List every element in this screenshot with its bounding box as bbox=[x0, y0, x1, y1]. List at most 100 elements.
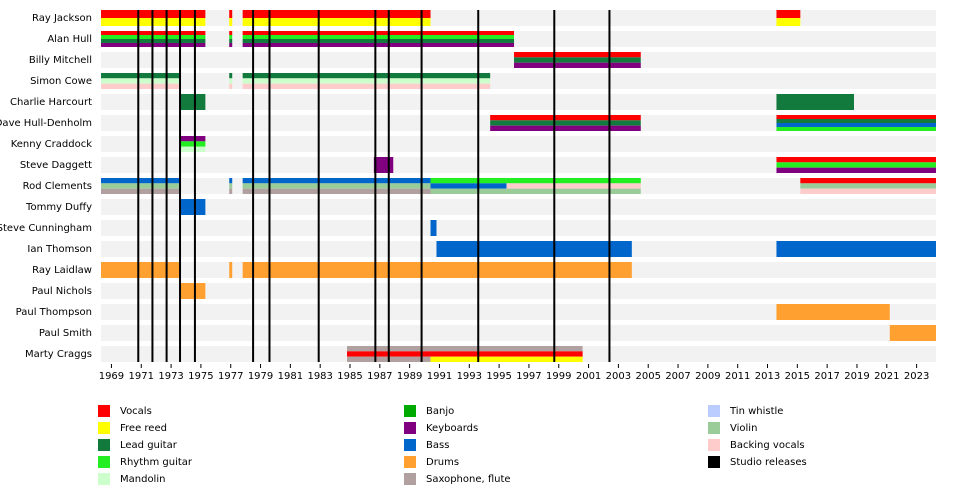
role-stripe bbox=[373, 157, 394, 173]
role-stripe bbox=[229, 35, 233, 39]
role-stripe bbox=[430, 346, 583, 352]
member-bar bbox=[776, 94, 854, 110]
role-stripe bbox=[229, 78, 233, 84]
member-bar bbox=[242, 73, 491, 89]
legend-swatch bbox=[708, 456, 720, 468]
role-stripe bbox=[514, 62, 641, 68]
legend-swatch bbox=[98, 405, 110, 417]
role-stripe bbox=[101, 262, 181, 278]
x-tick-label: 1991 bbox=[427, 371, 452, 382]
legend-label: Rhythm guitar bbox=[120, 457, 193, 468]
role-stripe bbox=[242, 183, 431, 189]
member-label: Alan Hull bbox=[47, 34, 92, 45]
member-bar bbox=[229, 10, 233, 26]
member-label: Dave Hull-Denholm bbox=[0, 118, 92, 129]
role-stripe bbox=[776, 123, 936, 127]
member-bar bbox=[242, 10, 431, 26]
role-stripe bbox=[430, 351, 583, 357]
role-stripe bbox=[776, 18, 801, 26]
role-stripe bbox=[242, 39, 515, 43]
legend-swatch bbox=[708, 405, 720, 417]
legend-label: Mandolin bbox=[120, 474, 165, 485]
member-bar bbox=[180, 199, 206, 215]
member-bar bbox=[180, 283, 206, 299]
x-tick-label: 1997 bbox=[516, 371, 541, 382]
x-tick-label: 2003 bbox=[606, 371, 631, 382]
role-stripe bbox=[430, 188, 507, 194]
role-stripe bbox=[229, 262, 233, 278]
x-tick-label: 2019 bbox=[844, 371, 869, 382]
x-tick-label: 1977 bbox=[218, 371, 243, 382]
role-stripe bbox=[229, 183, 233, 189]
role-stripe bbox=[229, 188, 233, 194]
member-label: Steve Daggett bbox=[20, 160, 92, 171]
role-stripe bbox=[506, 183, 641, 189]
x-tick-label: 1983 bbox=[307, 371, 332, 382]
role-stripe bbox=[229, 43, 233, 47]
legend-label: Violin bbox=[730, 423, 757, 434]
member-bar bbox=[800, 178, 936, 194]
member-bar bbox=[776, 115, 936, 131]
role-stripe bbox=[506, 188, 641, 194]
member-label: Rod Clements bbox=[23, 181, 92, 192]
legend-swatch bbox=[708, 439, 720, 451]
member-label: Charlie Harcourt bbox=[10, 97, 92, 108]
member-bar bbox=[373, 157, 394, 173]
role-stripe bbox=[506, 178, 641, 184]
x-tick-label: 1989 bbox=[397, 371, 422, 382]
role-stripe bbox=[776, 241, 936, 257]
role-stripe bbox=[180, 283, 206, 299]
x-tick-label: 2009 bbox=[695, 371, 720, 382]
member-bar bbox=[229, 178, 233, 194]
row-band bbox=[101, 325, 936, 341]
member-bar bbox=[101, 262, 181, 278]
role-stripe bbox=[776, 94, 854, 110]
x-tick-label: 2023 bbox=[904, 371, 929, 382]
legend-swatch bbox=[98, 473, 110, 485]
role-stripe bbox=[101, 183, 181, 189]
member-bar bbox=[430, 346, 583, 362]
member-bar bbox=[101, 178, 181, 194]
legend-label: Keyboards bbox=[426, 423, 478, 434]
member-bar bbox=[889, 325, 936, 341]
legend-swatch bbox=[98, 439, 110, 451]
legend-label: Bass bbox=[426, 440, 449, 451]
member-bar bbox=[490, 115, 641, 131]
role-stripe bbox=[229, 73, 233, 79]
x-tick-label: 2011 bbox=[725, 371, 750, 382]
legend-swatch bbox=[404, 422, 416, 434]
row-band bbox=[101, 10, 936, 26]
member-bar bbox=[776, 241, 936, 257]
role-stripe bbox=[242, 178, 431, 184]
member-label: Kenny Craddock bbox=[11, 139, 93, 150]
role-stripe bbox=[242, 73, 491, 79]
x-tick-label: 2017 bbox=[814, 371, 839, 382]
role-stripe bbox=[776, 157, 936, 163]
x-tick-label: 1981 bbox=[278, 371, 303, 382]
role-stripe bbox=[490, 125, 641, 131]
legend-swatch bbox=[404, 456, 416, 468]
role-stripe bbox=[242, 31, 515, 35]
role-stripe bbox=[101, 188, 181, 194]
role-stripe bbox=[101, 73, 181, 79]
x-tick-label: 2015 bbox=[785, 371, 810, 382]
role-stripe bbox=[776, 10, 801, 18]
role-stripe bbox=[229, 178, 233, 184]
role-stripe bbox=[776, 304, 890, 320]
x-tick-label: 1973 bbox=[158, 371, 183, 382]
legend-label: Saxophone, flute bbox=[426, 474, 511, 485]
legend-label: Tin whistle bbox=[729, 406, 783, 417]
member-bar bbox=[776, 157, 936, 173]
row-band bbox=[101, 31, 936, 47]
member-label: Paul Nichols bbox=[32, 286, 92, 297]
row-band bbox=[101, 199, 936, 215]
member-bar bbox=[776, 10, 801, 26]
role-stripe bbox=[776, 162, 936, 168]
role-stripe bbox=[180, 199, 206, 215]
x-tick-label: 1975 bbox=[188, 371, 213, 382]
role-stripe bbox=[800, 188, 936, 194]
x-tick-label: 1985 bbox=[337, 371, 362, 382]
member-bar bbox=[229, 262, 233, 278]
role-stripe bbox=[889, 325, 936, 341]
role-stripe bbox=[242, 83, 491, 89]
